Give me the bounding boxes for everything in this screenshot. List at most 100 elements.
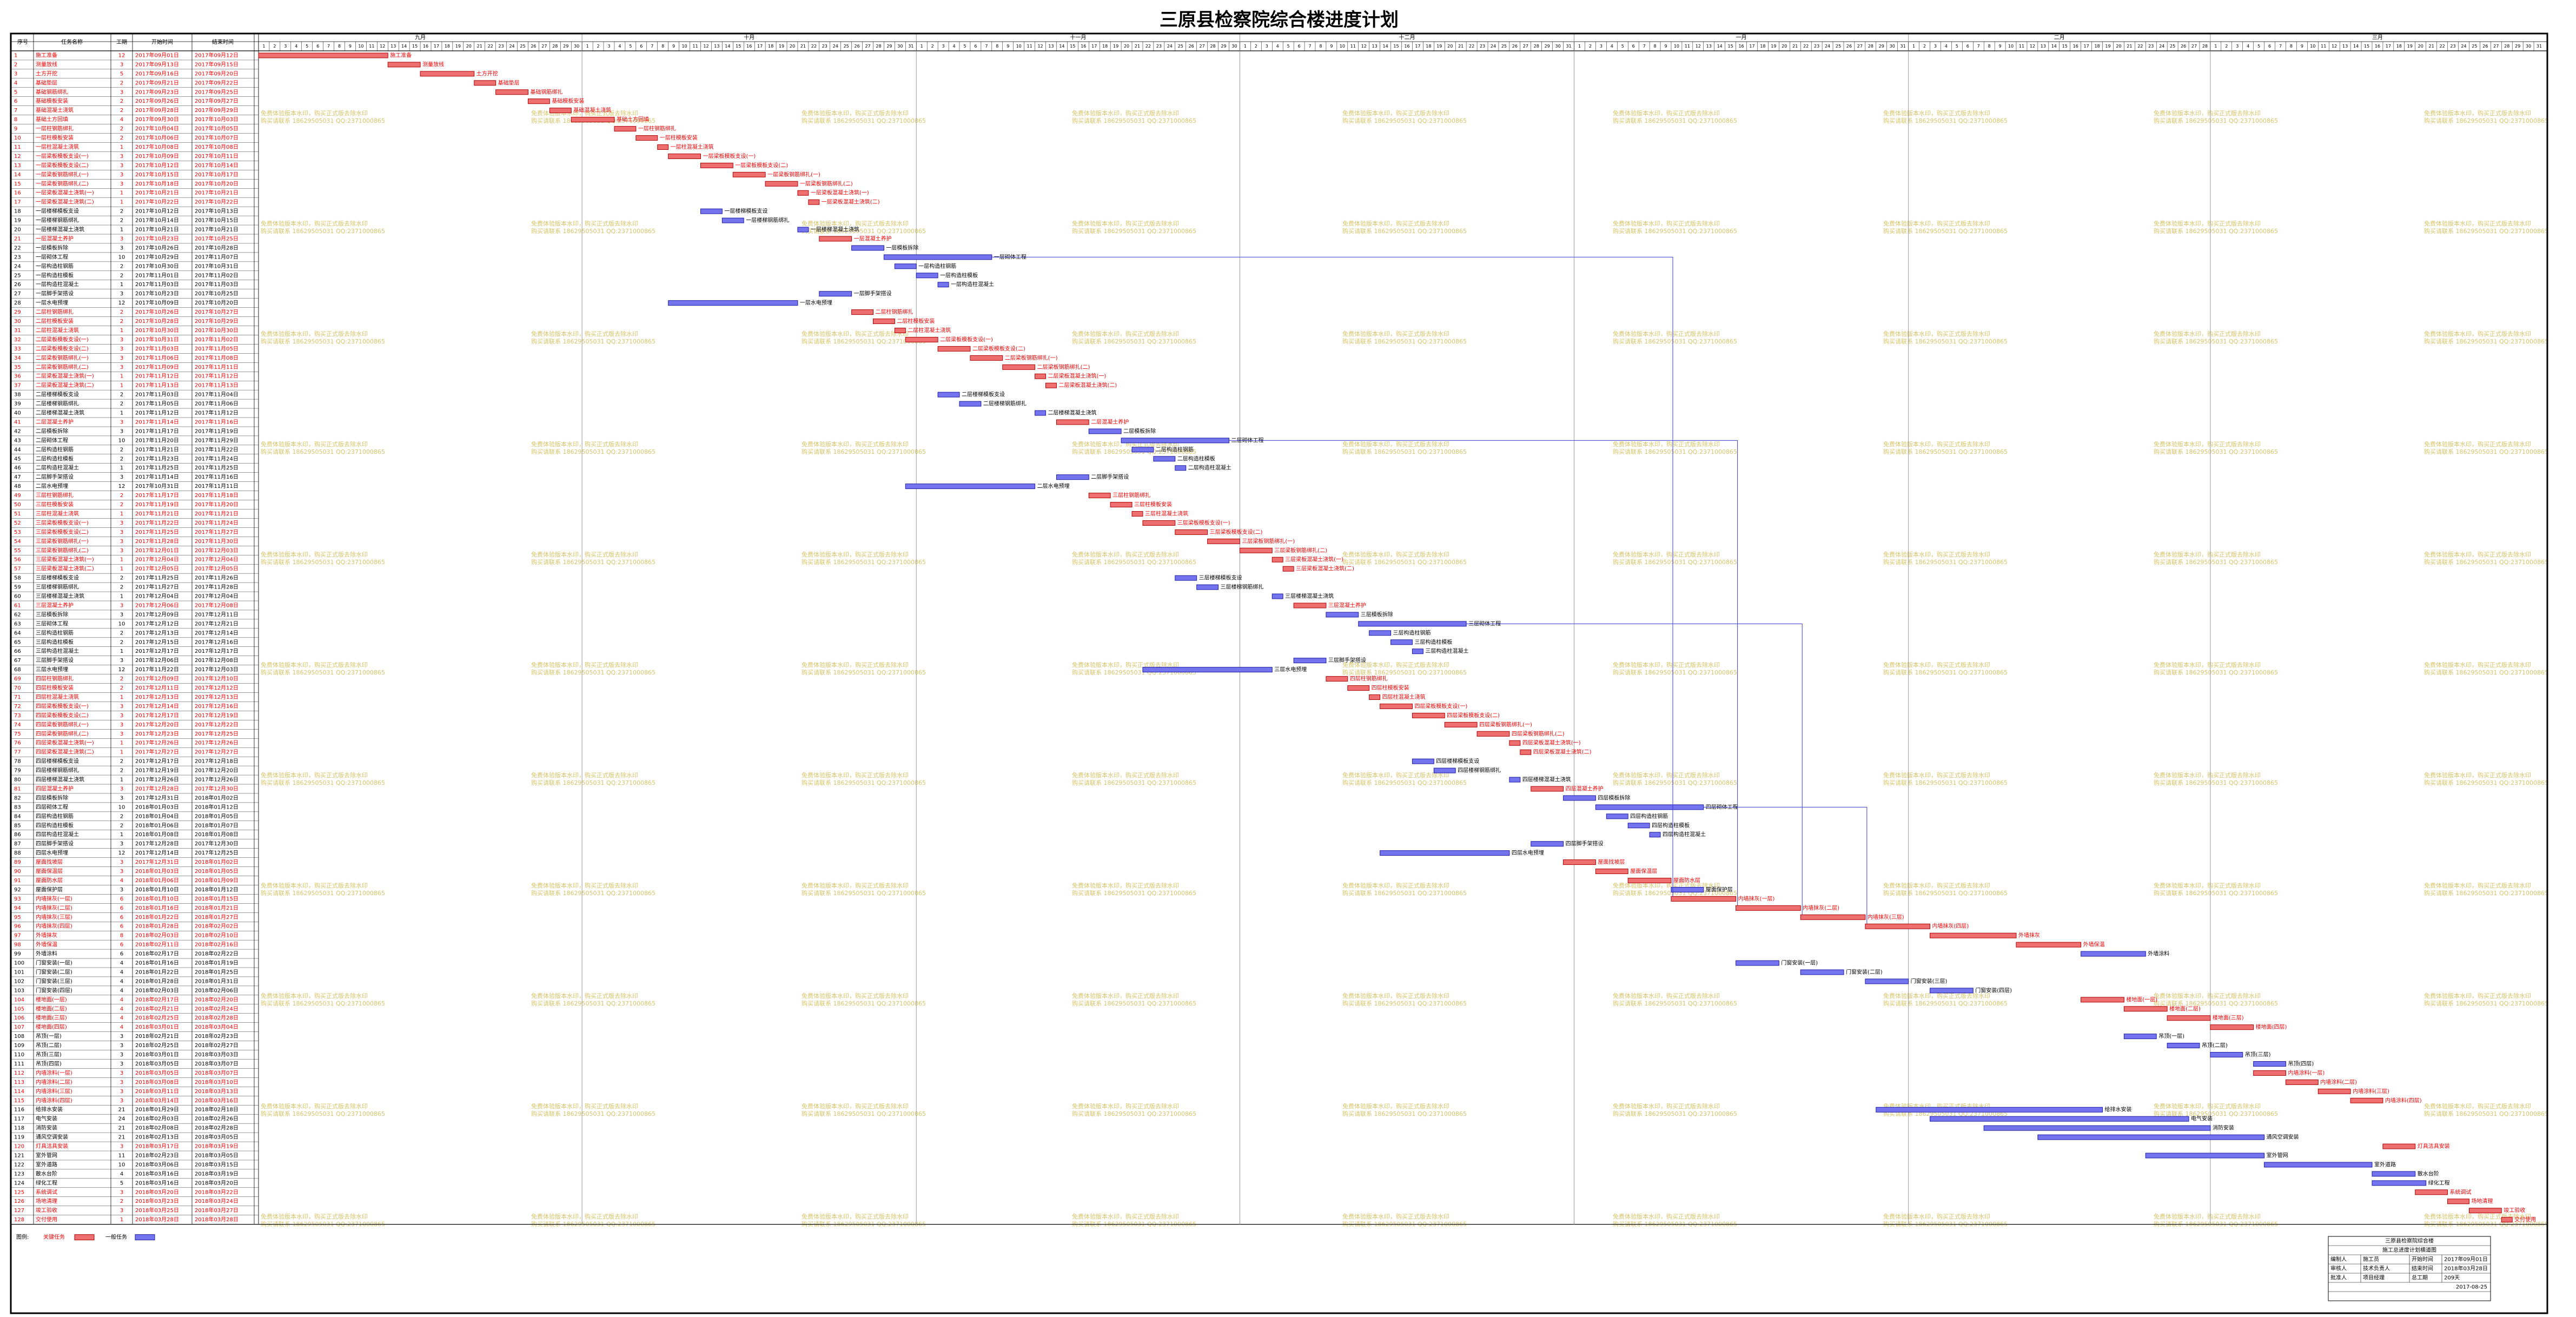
- watermark-text: 购买请联系 18629505031 QQ:2371000865: [1342, 448, 1467, 455]
- bar-label: 基础模板安装: [552, 97, 584, 104]
- task-duration: 2: [120, 126, 123, 132]
- task-start: 2018年01月10日: [135, 886, 179, 893]
- task-start: 2017年11月17日: [135, 492, 179, 499]
- bar-label: 二层柱钢筋绑扎: [876, 308, 913, 315]
- task-finish: 2017年12月14日: [195, 629, 239, 636]
- task-duration: 3: [120, 1080, 123, 1086]
- task-id: 14: [14, 172, 21, 178]
- task-finish: 2017年11月03日: [195, 281, 239, 288]
- task-id: 59: [14, 585, 21, 591]
- day-label: 7: [1643, 44, 1646, 49]
- task-bar: [1088, 428, 1122, 434]
- month-label: 十月: [744, 34, 754, 41]
- task-finish: 2017年12月13日: [195, 693, 239, 700]
- task-start: 2018年01月03日: [135, 803, 179, 810]
- task-id: 84: [14, 813, 21, 819]
- task-name: 基础垫层: [36, 79, 57, 86]
- watermark-text: 购买请联系 18629505031 QQ:2371000865: [2424, 448, 2548, 455]
- month-label: 一月: [1736, 35, 1747, 41]
- task-start: 2017年11月21日: [135, 446, 179, 453]
- watermark-text: 免费体验版本水印，购买正式版去除水印: [1613, 220, 1720, 227]
- day-label: 16: [2073, 44, 2078, 49]
- watermark-text: 免费体验版本水印，购买正式版去除水印: [1342, 992, 1449, 1000]
- task-duration: 2: [120, 108, 123, 114]
- task-start: 2017年10月22日: [135, 198, 179, 206]
- task-name: 二层构造柱钢筋: [36, 446, 74, 453]
- task-start: 2018年03月06日: [135, 1161, 179, 1168]
- info-cell: 项目经理: [2363, 1274, 2385, 1281]
- day-label: 12: [380, 44, 385, 49]
- task-bar: [1347, 685, 1370, 691]
- bar-label: 外墙抹灰: [2018, 932, 2040, 939]
- day-label: 26: [1512, 44, 1518, 49]
- task-id: 101: [14, 969, 24, 975]
- task-name: 四层构造柱模板: [36, 822, 74, 829]
- task-name: 外墙涂料: [36, 950, 57, 957]
- day-label: 18: [1760, 44, 1765, 49]
- task-start: 2017年11月13日: [135, 382, 179, 389]
- info-subtitle: 施工总进度计划横道图: [2382, 1247, 2436, 1254]
- day-label: 16: [1404, 44, 1409, 49]
- task-id: 13: [14, 163, 21, 169]
- task-finish: 2017年11月25日: [195, 464, 239, 471]
- task-start: 2018年01月10日: [135, 895, 179, 902]
- task-finish: 2017年10月31日: [195, 262, 239, 269]
- column-header: 工期: [116, 39, 127, 45]
- bar-label: 屋面保护层: [1706, 886, 1733, 893]
- watermark-text: 免费体验版本水印，购买正式版去除水印: [2424, 330, 2531, 337]
- task-name: 四层构造柱钢筋: [36, 812, 74, 819]
- bar-label: 内墙抹灰(一层): [1738, 895, 1775, 902]
- bar-label: 内墙涂料(一层): [2288, 1069, 2325, 1076]
- bar-label: 二层梁板钢筋绑扎(一): [1005, 354, 1058, 361]
- task-finish: 2017年12月26日: [195, 739, 239, 746]
- task-name: 二层模板拆除: [36, 427, 68, 434]
- watermark-text: 免费体验版本水印，购买正式版去除水印: [1883, 882, 1990, 889]
- task-bar: [571, 117, 615, 123]
- task-duration: 3: [120, 365, 123, 370]
- task-name: 内墙抹灰(一层): [36, 895, 72, 902]
- day-label: 25: [520, 44, 525, 49]
- day-label: 9: [672, 44, 675, 49]
- watermark-text: 免费体验版本水印，购买正式版去除水印: [1342, 330, 1449, 337]
- task-duration: 4: [120, 1015, 123, 1021]
- task-id: 27: [14, 291, 21, 297]
- watermark-text: 购买请联系 18629505031 QQ:2371000865: [1613, 1110, 1737, 1117]
- task-id: 1: [14, 52, 17, 58]
- day-label: 17: [1749, 44, 1754, 49]
- task-finish: 2018年01月05日: [195, 868, 239, 875]
- task-start: 2017年10月09日: [135, 299, 179, 306]
- watermark-text: 免费体验版本水印，购买正式版去除水印: [1342, 1213, 1449, 1220]
- day-label: 28: [1868, 44, 1873, 49]
- legend-label: 一般任务: [105, 1234, 127, 1241]
- task-duration: 6: [120, 915, 123, 921]
- task-bar: [549, 108, 572, 114]
- task-duration: 12: [118, 667, 125, 673]
- task-start: 2017年10月09日: [135, 153, 179, 160]
- day-label: 18: [2094, 44, 2100, 49]
- task-id: 40: [14, 411, 21, 416]
- task-name: 三层构造柱模板: [36, 638, 74, 645]
- task-name: 四层脚手架搭设: [36, 840, 74, 847]
- bar-label: 二层水电预埋: [1037, 482, 1070, 489]
- watermark-text: 免费体验版本水印，购买正式版去除水印: [1613, 551, 1720, 558]
- task-bar: [700, 208, 723, 214]
- task-id: 32: [14, 337, 21, 343]
- watermark-text: 免费体验版本水印，购买正式版去除水印: [261, 330, 368, 337]
- task-id: 79: [14, 768, 21, 774]
- task-duration: 3: [120, 548, 123, 554]
- day-label: 16: [423, 44, 428, 49]
- task-start: 2017年11月03日: [135, 345, 179, 352]
- task-start: 2017年12月31日: [135, 858, 179, 865]
- task-finish: 2018年01月05日: [195, 812, 239, 819]
- task-bar: [1142, 667, 1273, 673]
- watermark-text: 免费体验版本水印，购买正式版去除水印: [802, 771, 909, 779]
- task-duration: 3: [120, 291, 123, 297]
- task-finish: 2018年01月02日: [195, 858, 239, 865]
- task-name: 施工准备: [36, 51, 57, 58]
- bar-label: 三层楼梯钢筋绑扎: [1221, 584, 1264, 591]
- bar-label: 二层模板拆除: [1123, 427, 1156, 434]
- task-id: 63: [14, 621, 21, 627]
- day-label: 13: [1372, 44, 1378, 49]
- task-bar: [819, 236, 852, 242]
